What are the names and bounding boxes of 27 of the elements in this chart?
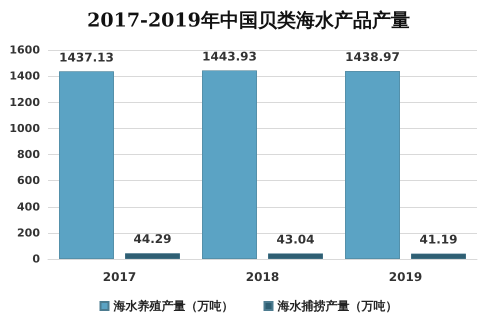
y-tick-label: 1200 bbox=[9, 96, 40, 109]
data-label: 1437.13 bbox=[59, 50, 114, 64]
legend-label: 海水捕捞产量（万吨） bbox=[276, 299, 398, 313]
data-label: 43.04 bbox=[276, 232, 314, 246]
y-tick-label: 1000 bbox=[9, 122, 40, 135]
bar bbox=[125, 253, 180, 259]
data-label: 1443.93 bbox=[202, 49, 257, 64]
legend-label: 海水养殖产量（万吨） bbox=[112, 299, 234, 313]
y-tick-label: 0 bbox=[32, 252, 40, 266]
data-label: 1438.97 bbox=[345, 50, 400, 64]
y-tick-label: 800 bbox=[17, 148, 40, 161]
y-tick-label: 600 bbox=[17, 174, 40, 188]
data-label: 44.29 bbox=[134, 232, 172, 246]
bar bbox=[202, 70, 257, 259]
x-tick-label: 2017 bbox=[102, 270, 136, 284]
x-tick-label: 2019 bbox=[388, 270, 422, 284]
y-tick-label: 200 bbox=[17, 226, 40, 240]
data-label: 41.19 bbox=[420, 232, 458, 247]
bar bbox=[268, 253, 323, 259]
y-tick-label: 1400 bbox=[9, 70, 40, 83]
chart-title: 2017-2019年中国贝类海水产品产量 bbox=[87, 10, 410, 32]
bar bbox=[411, 254, 466, 259]
x-tick-label: 2018 bbox=[246, 270, 280, 284]
y-tick-label: 400 bbox=[17, 200, 40, 214]
bar bbox=[345, 71, 400, 259]
y-tick-label: 1600 bbox=[9, 44, 40, 56]
bar bbox=[59, 71, 114, 259]
